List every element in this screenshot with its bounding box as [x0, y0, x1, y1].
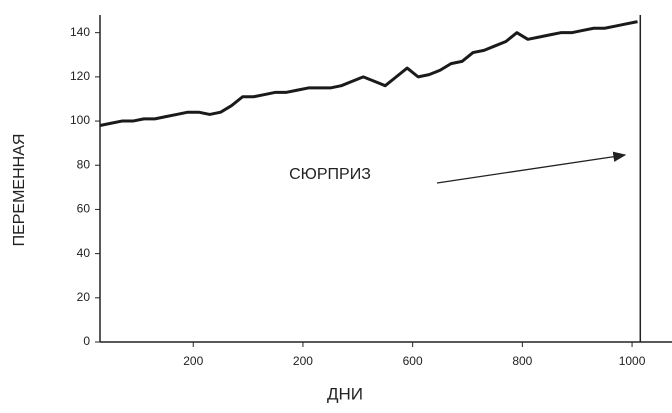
data-line: [99, 20, 638, 127]
y-tick-label: 40: [77, 246, 91, 260]
y-axis-label: ПЕРЕМЕННАЯ: [11, 134, 28, 247]
y-tick-label: 0: [83, 334, 90, 348]
y-tick-label: 60: [77, 202, 91, 216]
x-tick-label: 200: [293, 354, 313, 368]
y-tick-label: 140: [70, 25, 90, 39]
x-tick-label: 1000: [619, 354, 646, 368]
x-tick-label: 800: [512, 354, 532, 368]
y-tick-label: 80: [77, 157, 91, 171]
annotation-arrow: [436, 151, 627, 184]
annotation: СЮРПРИЗ: [289, 166, 371, 183]
x-tick-label: 200: [183, 354, 203, 368]
x-tick-label: 600: [403, 354, 423, 368]
x-axis-label: ДНИ: [327, 384, 363, 403]
y-tick-label: 20: [77, 290, 91, 304]
y-tick-label: 120: [70, 69, 90, 83]
y-tick-label: 100: [70, 113, 90, 127]
